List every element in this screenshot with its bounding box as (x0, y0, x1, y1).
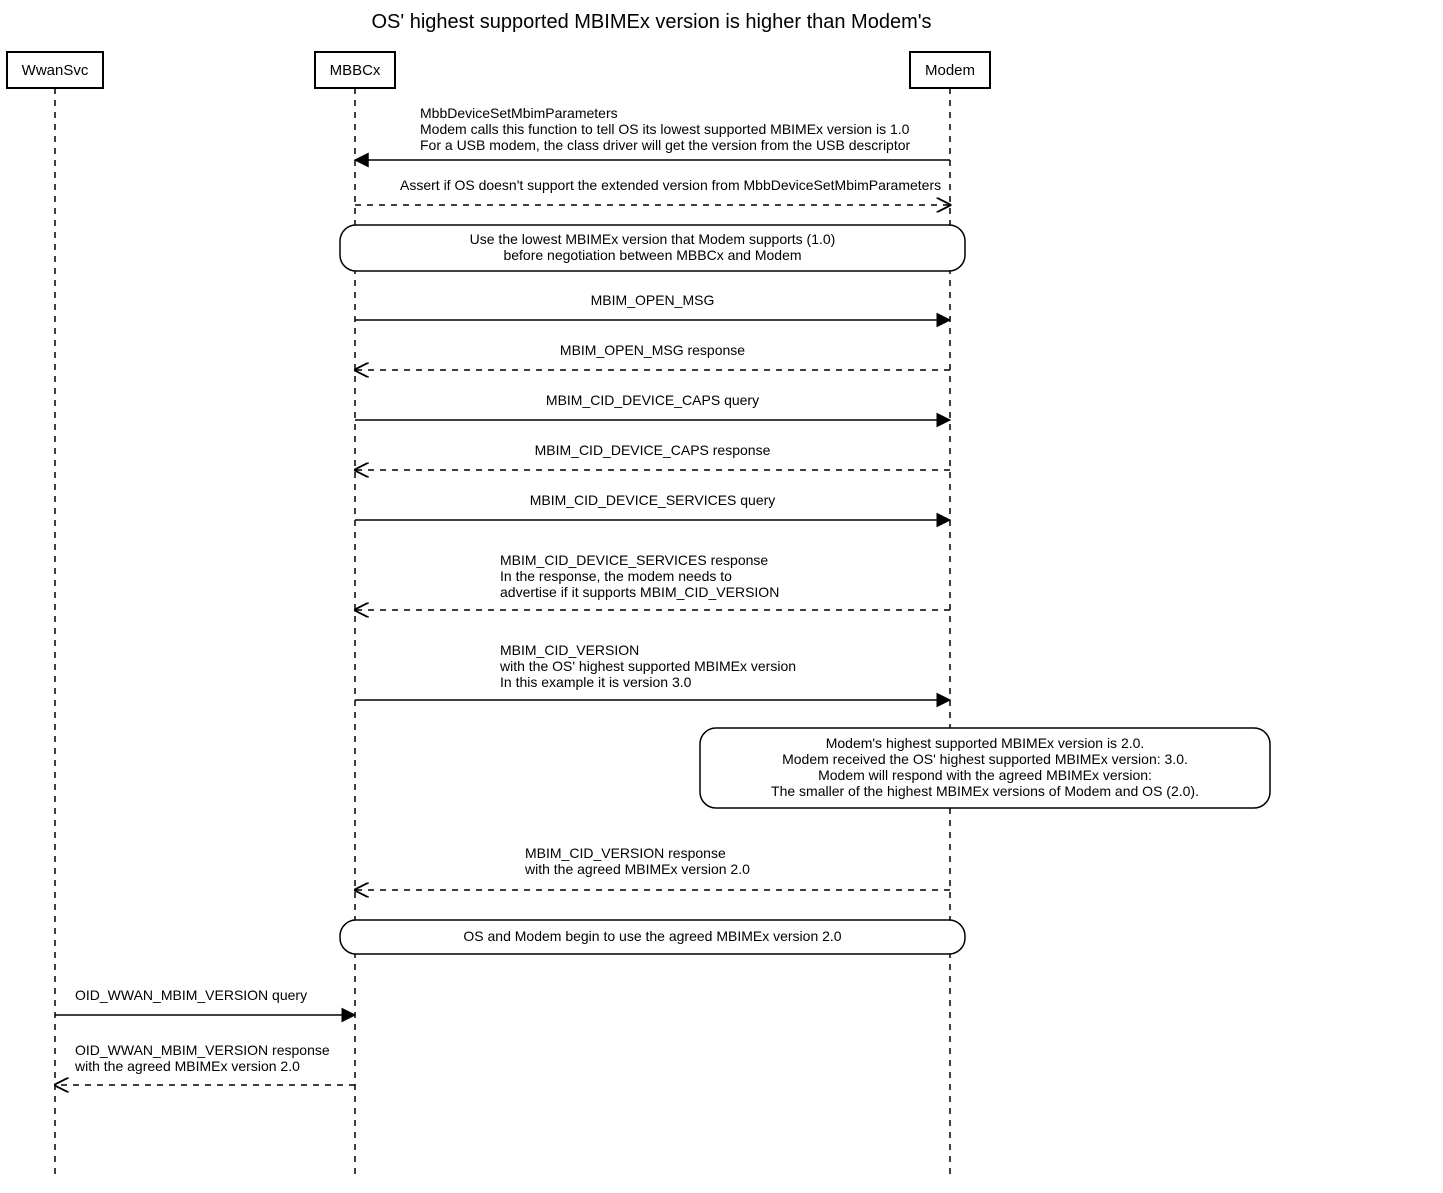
note-text: Modem received the OS' highest supported… (782, 751, 1188, 767)
actor-label-modem: Modem (925, 62, 975, 79)
note-text: Use the lowest MBIMEx version that Modem… (470, 231, 836, 247)
sequence-diagram: OS' highest supported MBIMEx version is … (0, 0, 1443, 1193)
message-label: advertise if it supports MBIM_CID_VERSIO… (500, 584, 779, 600)
message-label: MBIM_CID_VERSION response (525, 845, 726, 861)
note-text: The smaller of the highest MBIMEx versio… (771, 783, 1199, 799)
message-label: In this example it is version 3.0 (500, 674, 692, 690)
note-text: OS and Modem begin to use the agreed MBI… (463, 928, 841, 944)
message-label: with the agreed MBIMEx version 2.0 (74, 1058, 300, 1074)
note-text: Modem's highest supported MBIMEx version… (826, 735, 1145, 751)
note-text: before negotiation between MBBCx and Mod… (503, 247, 801, 263)
message-label: MBIM_CID_DEVICE_CAPS response (535, 442, 771, 458)
message-label: OID_WWAN_MBIM_VERSION response (75, 1042, 330, 1058)
message-label: Modem calls this function to tell OS its… (420, 121, 910, 137)
message-label: MbbDeviceSetMbimParameters (420, 105, 618, 121)
message-label: with the agreed MBIMEx version 2.0 (524, 861, 750, 877)
message-label: OID_WWAN_MBIM_VERSION query (75, 987, 307, 1003)
message-label: MBIM_CID_DEVICE_SERVICES query (530, 492, 776, 508)
message-label: MBIM_CID_VERSION (500, 642, 639, 658)
actor-label-mbbcx: MBBCx (330, 62, 381, 79)
note-text: Modem will respond with the agreed MBIME… (818, 767, 1152, 783)
message-label: MBIM_OPEN_MSG response (560, 342, 745, 358)
actor-label-wwansvc: WwanSvc (22, 62, 89, 79)
message-label: MBIM_CID_DEVICE_SERVICES response (500, 552, 768, 568)
diagram-title: OS' highest supported MBIMEx version is … (371, 11, 931, 33)
message-label: Assert if OS doesn't support the extende… (400, 177, 941, 193)
message-label: In the response, the modem needs to (500, 568, 732, 584)
message-label: with the OS' highest supported MBIMEx ve… (499, 658, 796, 674)
message-label: MBIM_CID_DEVICE_CAPS query (546, 392, 759, 408)
message-label: MBIM_OPEN_MSG (591, 292, 715, 308)
message-label: For a USB modem, the class driver will g… (420, 137, 911, 153)
